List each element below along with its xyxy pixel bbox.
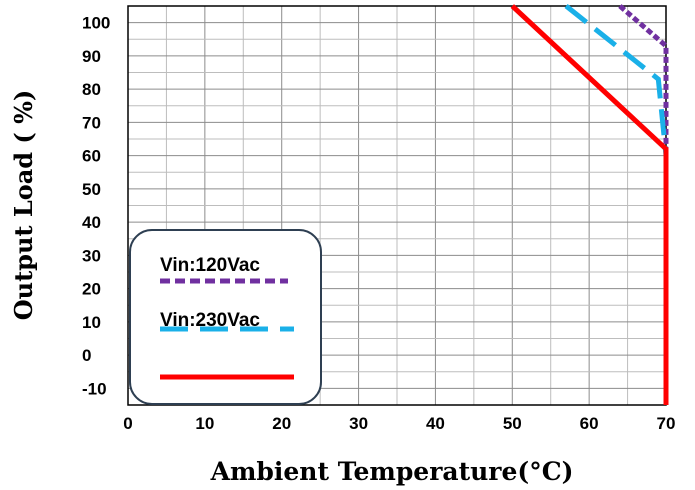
series-line-1 [618, 4, 669, 405]
legend: Vin:120Vac Vin:230Vac [129, 229, 322, 405]
y-tick-label: -10 [82, 379, 107, 398]
y-tick-label: 80 [82, 80, 101, 99]
y-tick-label: 50 [82, 180, 101, 199]
legend-label-series-2: Vin:230Vac [160, 310, 260, 331]
x-tick-label: 20 [272, 414, 291, 433]
x-tick-label: 30 [349, 414, 368, 433]
x-tick-label: 50 [503, 414, 522, 433]
grid [127, 5, 667, 406]
x-tick-label: 60 [580, 414, 599, 433]
y-tick-label: 90 [82, 47, 101, 66]
y-tick-label: 100 [82, 14, 110, 33]
y-tick-label: 60 [82, 147, 101, 166]
y-tick-label: 10 [82, 313, 101, 332]
y-tick-label: 30 [82, 246, 101, 265]
x-axis-title: Ambient Temperature(°C) [210, 457, 574, 486]
x-tick-label: 10 [195, 414, 214, 433]
x-tick-label: 70 [657, 414, 676, 433]
x-axis-ticks: 0 10 20 30 40 50 60 70 [123, 414, 675, 433]
legend-label-series-1: Vin:120Vac [160, 255, 260, 276]
y-tick-label: 40 [82, 213, 101, 232]
x-tick-label: 40 [426, 414, 445, 433]
y-axis-ticks: -10 0 10 20 30 40 50 60 70 80 90 100 [82, 14, 110, 399]
x-tick-label: 0 [123, 414, 132, 433]
series-line-3 [510, 4, 669, 405]
series-layer [510, 4, 669, 405]
y-tick-label: 70 [82, 113, 101, 132]
y-tick-label: 20 [82, 280, 101, 299]
y-tick-label: 0 [82, 346, 91, 365]
legend-box [129, 229, 322, 405]
y-axis-title: Output Load ( %) [9, 90, 38, 321]
